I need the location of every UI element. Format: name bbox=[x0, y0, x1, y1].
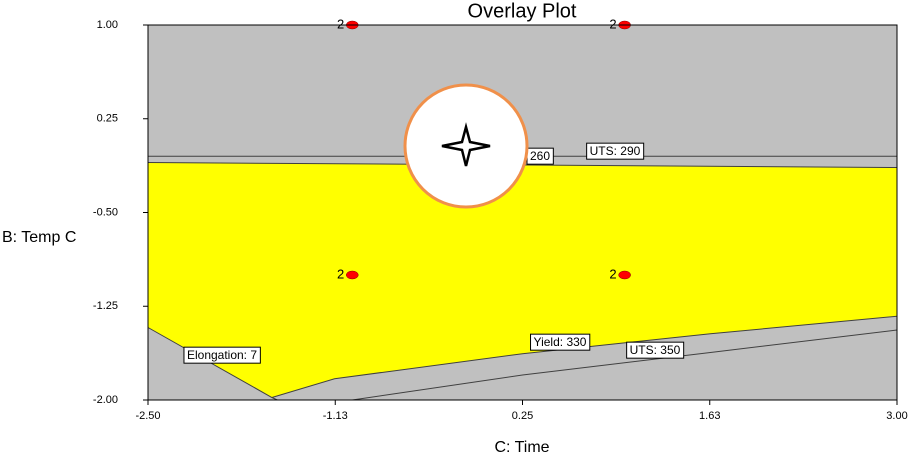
contour-label: UTS: 290 bbox=[590, 144, 641, 158]
x-tick-label: 1.63 bbox=[699, 410, 720, 422]
contour-label: Elongation: 7 bbox=[187, 348, 257, 362]
x-tick-label: -1.13 bbox=[323, 410, 348, 422]
contour-label: UTS: 350 bbox=[630, 343, 681, 357]
y-tick-label: 1.00 bbox=[97, 19, 118, 31]
contour-label: Yield: 330 bbox=[534, 335, 587, 349]
plot-area: UTS: 290 260 Yield: 330 UTS: 350 Elongation:… bbox=[93, 16, 908, 421]
cursor-icon bbox=[441, 122, 491, 167]
design-point-label: 2 bbox=[609, 266, 616, 281]
x-axis-label: C: Time bbox=[494, 439, 549, 456]
y-tick-label: 0.25 bbox=[97, 113, 118, 125]
design-point bbox=[618, 270, 631, 280]
design-point-label: 2 bbox=[337, 16, 344, 31]
contour-label-box bbox=[530, 333, 591, 351]
y-tick-label: -0.50 bbox=[93, 206, 118, 218]
contour-label-box bbox=[626, 341, 685, 359]
chart-title: Overlay Plot bbox=[468, 0, 577, 22]
contour-line bbox=[352, 329, 898, 401]
contour-line bbox=[271, 315, 898, 398]
x-tick-label: 3.00 bbox=[886, 410, 907, 422]
y-tick-label: -2.00 bbox=[93, 394, 118, 406]
contour-label-box bbox=[586, 142, 645, 160]
design-point-label: 2 bbox=[337, 266, 344, 281]
contour-label: 260 bbox=[530, 149, 550, 163]
cursor-overlay bbox=[403, 83, 529, 209]
design-point-label: 2 bbox=[609, 16, 616, 31]
contour-label-box bbox=[183, 346, 261, 364]
design-point bbox=[346, 270, 359, 280]
y-tick-label: -1.25 bbox=[93, 300, 118, 312]
feasible-region bbox=[148, 162, 897, 398]
x-tick-label: -2.50 bbox=[135, 410, 160, 422]
x-tick-label: 0.25 bbox=[512, 410, 533, 422]
y-axis-label: B: Temp C bbox=[2, 229, 76, 246]
